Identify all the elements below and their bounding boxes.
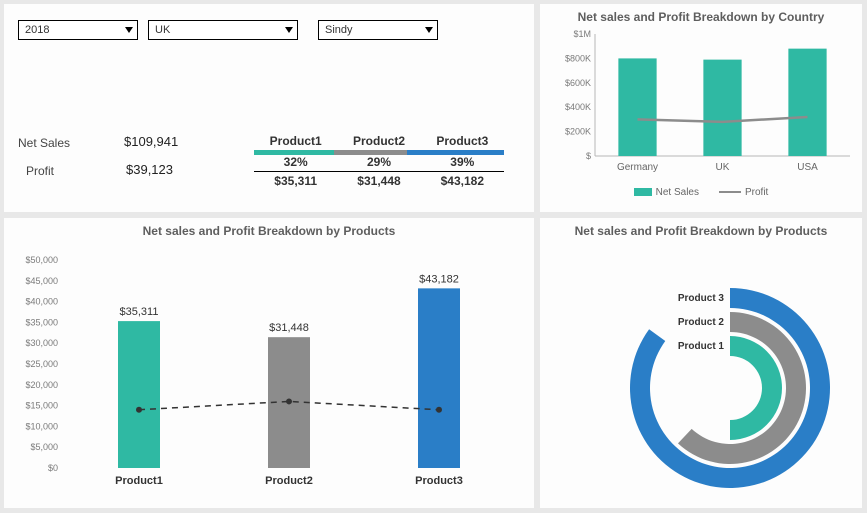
svg-text:Product 1: Product 1 — [678, 341, 725, 352]
svg-text:Product2: Product2 — [265, 475, 313, 487]
svg-text:$30,000: $30,000 — [25, 338, 58, 348]
country-dropdown[interactable]: UK — [148, 20, 298, 40]
product-split-h1: Product1 — [254, 134, 337, 148]
product-split-pct3: 39% — [421, 155, 504, 169]
rep-dropdown-value: Sindy — [325, 24, 353, 36]
svg-text:$800K: $800K — [565, 53, 591, 63]
products-donut-title: Net sales and Profit Breakdown by Produc… — [540, 218, 862, 238]
svg-text:Product 2: Product 2 — [678, 317, 725, 328]
year-dropdown-value: 2018 — [25, 24, 49, 36]
product-split-pct2: 29% — [337, 155, 420, 169]
svg-text:$1M: $1M — [573, 29, 591, 39]
svg-text:Product 3: Product 3 — [678, 293, 725, 304]
svg-text:$200K: $200K — [565, 127, 591, 137]
product-split-h2: Product2 — [337, 134, 420, 148]
svg-text:$600K: $600K — [565, 78, 591, 88]
products-donut-panel: Net sales and Profit Breakdown by Produc… — [540, 218, 862, 508]
svg-text:Germany: Germany — [617, 162, 658, 173]
svg-text:$31,448: $31,448 — [269, 322, 309, 334]
country-chart-legend: Net Sales Profit — [540, 187, 862, 198]
svg-text:$40,000: $40,000 — [25, 297, 58, 307]
product-split-pct1: 32% — [254, 155, 337, 169]
net-sales-label: Net Sales — [18, 136, 70, 150]
svg-text:$45,000: $45,000 — [25, 276, 58, 286]
legend-profit: Profit — [745, 187, 768, 198]
svg-text:$35,000: $35,000 — [25, 317, 58, 327]
year-dropdown[interactable]: 2018 — [18, 20, 138, 40]
products-donut-chart: Product 3 Product 2 Product 1 — [540, 238, 862, 498]
net-sales-value: $109,941 — [124, 134, 178, 149]
product-split-val3: $43,182 — [421, 174, 504, 188]
products-bar-chart: $0 $5,000 $10,000 $15,000 $20,000 $25,000 $30,… — [4, 238, 534, 498]
svg-text:$25,000: $25,000 — [25, 359, 58, 369]
product-split-h3: Product3 — [421, 134, 504, 148]
svg-text:USA: USA — [797, 162, 818, 173]
products-bar-title: Net sales and Profit Breakdown by Produc… — [4, 218, 534, 238]
svg-text:$20,000: $20,000 — [25, 380, 58, 390]
svg-text:$10,000: $10,000 — [25, 421, 58, 431]
svg-text:$0: $0 — [48, 463, 58, 473]
svg-text:UK: UK — [716, 162, 730, 173]
legend-net-sales: Net Sales — [656, 187, 699, 198]
svg-text:$400K: $400K — [565, 102, 591, 112]
country-chart-panel: Net sales and Profit Breakdown by Countr… — [540, 4, 862, 212]
country-dropdown-value: UK — [155, 24, 170, 36]
svg-text:Product1: Product1 — [115, 475, 163, 487]
filters-kpi-panel: 2018 UK Sindy Net Sales $109,941 Profit … — [4, 4, 534, 212]
country-chart-title: Net sales and Profit Breakdown by Countr… — [540, 4, 862, 24]
svg-text:Product3: Product3 — [415, 475, 463, 487]
svg-text:$15,000: $15,000 — [25, 401, 58, 411]
profit-label: Profit — [26, 164, 54, 178]
svg-text:$35,311: $35,311 — [120, 306, 159, 318]
products-bar-panel: Net sales and Profit Breakdown by Produc… — [4, 218, 534, 508]
profit-value: $39,123 — [126, 162, 173, 177]
product-split-table: Product1 Product2 Product3 32% 29% 39% $… — [254, 134, 504, 188]
product-split-val2: $31,448 — [337, 174, 420, 188]
rep-dropdown[interactable]: Sindy — [318, 20, 438, 40]
product-split-val1: $35,311 — [254, 174, 337, 188]
svg-text:$5,000: $5,000 — [30, 442, 58, 452]
svg-text:$50,000: $50,000 — [25, 255, 58, 265]
svg-text:$: $ — [586, 151, 591, 161]
svg-text:$43,182: $43,182 — [419, 273, 459, 285]
country-chart: $ $200K $400K $600K $800K $1M Germany UK USA — [540, 24, 862, 184]
